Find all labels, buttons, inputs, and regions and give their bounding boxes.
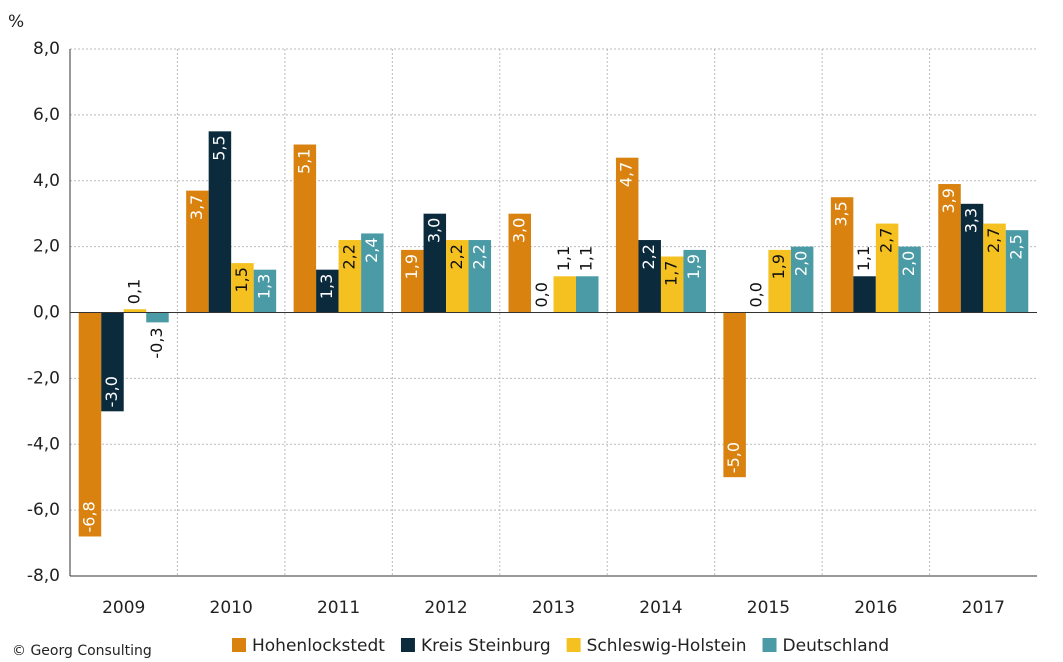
- bar: [468, 240, 492, 313]
- data-label: -0,3: [147, 327, 166, 358]
- bar: [790, 246, 814, 313]
- bar: [830, 197, 854, 313]
- data-label: 2,2: [339, 244, 358, 269]
- bar: [423, 213, 447, 313]
- legend-swatch: [400, 638, 415, 652]
- x-tick-label: 2011: [317, 598, 360, 618]
- y-tick-label: -2,0: [27, 368, 60, 388]
- data-label: 2,2: [469, 244, 488, 269]
- data-label: 1,5: [232, 267, 251, 292]
- bar: [638, 240, 661, 313]
- x-tick-label: 2009: [102, 598, 145, 618]
- x-tick-label: 2010: [210, 598, 253, 618]
- x-tick-label: 2014: [639, 598, 682, 618]
- x-tick-label: 2017: [962, 598, 1005, 618]
- data-label: 1,3: [254, 274, 273, 299]
- bar: [293, 144, 317, 313]
- bar: [146, 312, 169, 323]
- data-label: 3,3: [962, 208, 981, 233]
- bar: [875, 223, 899, 313]
- x-tick-label: 2013: [532, 598, 575, 618]
- legend-label: Kreis Steinburg: [421, 636, 551, 656]
- data-label: 5,1: [294, 149, 313, 174]
- bar: [361, 233, 384, 313]
- bar: [123, 309, 147, 313]
- legend-swatch: [232, 638, 246, 652]
- bar: [660, 256, 684, 313]
- bar: [853, 276, 876, 313]
- data-label: 1,1: [577, 246, 596, 271]
- bar: [78, 312, 102, 537]
- y-tick-label: -8,0: [27, 566, 60, 586]
- data-label: 2,5: [1007, 234, 1026, 259]
- bar: [898, 246, 921, 313]
- legend-label: Deutschland: [783, 636, 890, 656]
- data-label: -3,0: [102, 376, 121, 407]
- legend-swatch: [566, 638, 581, 652]
- y-tick-label: -6,0: [27, 500, 60, 520]
- data-label: 2,2: [447, 244, 466, 269]
- data-label: 1,3: [317, 274, 336, 299]
- y-tick-label: 8,0: [33, 39, 60, 59]
- bar: [615, 157, 639, 313]
- data-label: 2,7: [984, 228, 1003, 253]
- data-label: 2,2: [639, 244, 658, 269]
- bar: [316, 269, 339, 313]
- data-label: 2,4: [362, 237, 381, 262]
- bar: [253, 269, 277, 313]
- legend-swatch: [762, 638, 777, 652]
- bar: [101, 312, 124, 412]
- data-label: 5,5: [209, 135, 228, 160]
- y-axis-label: %: [8, 12, 24, 32]
- data-label: 1,9: [684, 254, 703, 279]
- data-label: 2,0: [899, 251, 918, 276]
- x-tick-label: 2015: [747, 598, 790, 618]
- data-label: 2,0: [792, 251, 811, 276]
- bar: [553, 276, 576, 313]
- y-tick-label: -4,0: [27, 434, 60, 454]
- data-label: 0,1: [124, 279, 143, 304]
- bar: [208, 131, 232, 313]
- data-label: -6,8: [79, 501, 98, 532]
- data-label: 0,0: [747, 282, 766, 307]
- bar: [186, 190, 209, 313]
- bar: [231, 263, 254, 313]
- bar: [960, 203, 984, 313]
- bar: [683, 249, 706, 313]
- bar: [338, 240, 362, 313]
- data-label: 0,0: [532, 282, 551, 307]
- data-label: 3,9: [939, 188, 958, 213]
- data-label: 3,7: [187, 195, 206, 220]
- y-tick-label: 2,0: [33, 237, 60, 257]
- bar: [983, 223, 1006, 313]
- bar: [723, 312, 746, 478]
- data-label: 3,0: [509, 218, 528, 243]
- legend-label: Schleswig-Holstein: [587, 636, 747, 656]
- bar: [508, 213, 531, 313]
- x-tick-label: 2016: [854, 598, 897, 618]
- bar: [576, 276, 599, 313]
- bar: [1005, 230, 1029, 313]
- y-tick-label: 0,0: [33, 303, 60, 323]
- data-label: 1,7: [662, 261, 681, 286]
- data-label: 3,0: [424, 218, 443, 243]
- data-label: 1,9: [769, 254, 788, 279]
- bar: [401, 249, 424, 313]
- data-label: 1,1: [854, 246, 873, 271]
- bar: [446, 240, 469, 313]
- data-label: -5,0: [724, 442, 743, 473]
- x-tick-label: 2012: [424, 598, 467, 618]
- bar: [768, 249, 791, 313]
- bar: [938, 184, 961, 313]
- y-tick-label: 6,0: [33, 105, 60, 125]
- source: © Georg Consulting: [12, 643, 152, 659]
- data-label: 1,9: [402, 254, 421, 279]
- data-label: 2,7: [877, 228, 896, 253]
- y-tick-label: 4,0: [33, 171, 60, 191]
- legend-label: Hohenlockstedt: [252, 636, 385, 656]
- data-label: 1,1: [554, 246, 573, 271]
- data-label: 3,5: [832, 201, 851, 226]
- data-label: 4,7: [617, 162, 636, 187]
